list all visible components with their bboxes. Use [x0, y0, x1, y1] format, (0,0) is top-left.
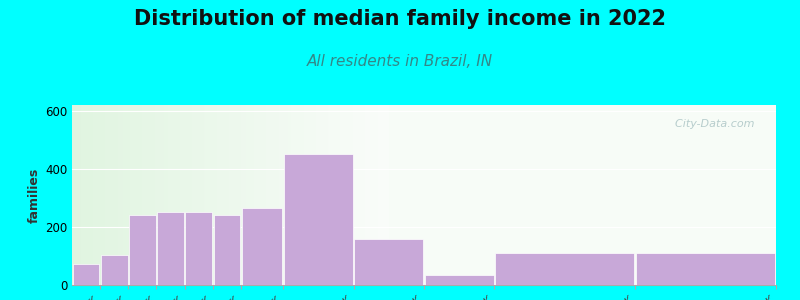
Bar — [284, 154, 353, 285]
Text: All residents in Brazil, IN: All residents in Brazil, IN — [307, 54, 493, 69]
Text: Distribution of median family income in 2022: Distribution of median family income in … — [134, 9, 666, 29]
Bar — [73, 264, 99, 285]
Bar — [242, 208, 282, 285]
Bar — [186, 212, 212, 285]
Text: City-Data.com: City-Data.com — [668, 119, 755, 129]
Bar — [101, 254, 128, 285]
Bar — [636, 253, 775, 285]
Bar — [129, 215, 156, 285]
Bar — [495, 253, 634, 285]
Bar — [425, 275, 494, 285]
Bar — [214, 215, 240, 285]
Bar — [354, 238, 423, 285]
Bar — [157, 212, 184, 285]
Y-axis label: families: families — [28, 167, 41, 223]
